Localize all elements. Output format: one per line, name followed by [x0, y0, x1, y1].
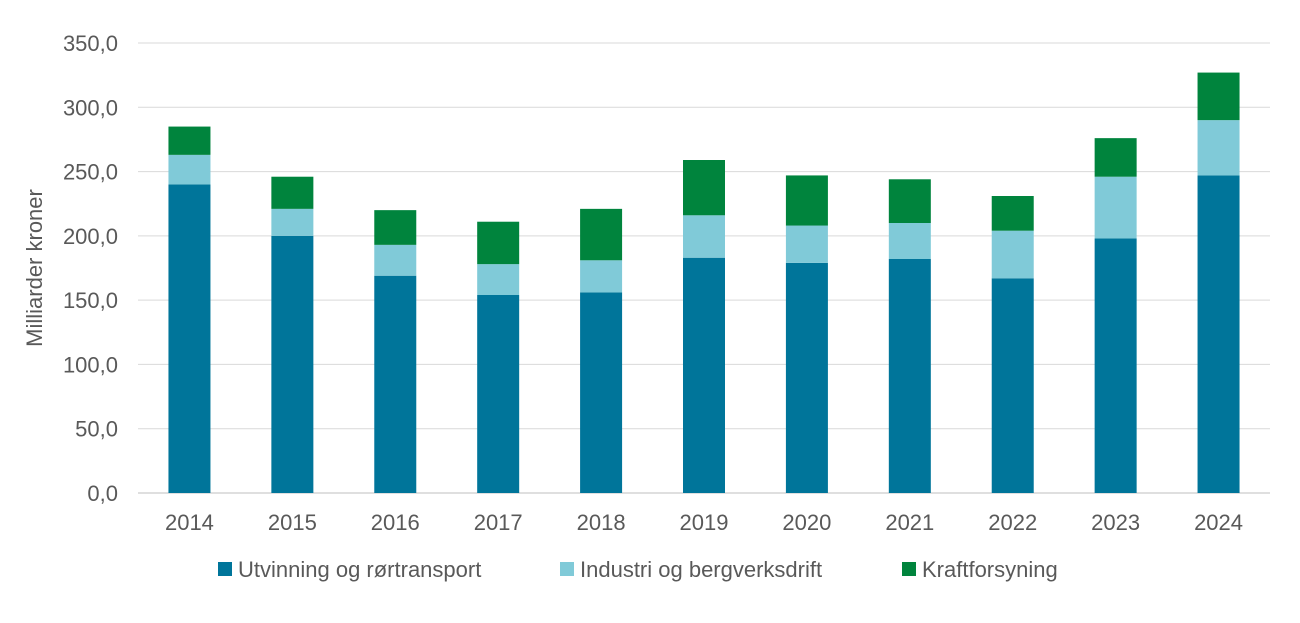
y-axis-tick-labels: 0,0 50,0 100,0 150,0 200,0 250,0 300,0 350,0	[63, 31, 118, 506]
bar-segment-3-2020	[785, 175, 828, 226]
x-tick-label: 2022	[988, 510, 1037, 535]
bar-segment-2-2020	[785, 225, 828, 263]
bar-segment-2-2017	[477, 264, 520, 295]
bar-segment-3-2024	[1197, 72, 1240, 121]
legend-swatch	[902, 562, 916, 576]
bar-segment-1-2024	[1197, 175, 1240, 493]
x-tick-label: 2024	[1194, 510, 1243, 535]
bar-segment-2-2023	[1094, 176, 1137, 239]
bar-segment-3-2014	[168, 126, 211, 155]
bar-segment-1-2015	[271, 235, 314, 493]
legend-label: Utvinning og rørtransport	[238, 557, 481, 582]
bar-segment-1-2021	[888, 259, 931, 493]
bar-segment-2-2015	[271, 208, 314, 236]
x-tick-label: 2015	[268, 510, 317, 535]
legend-swatch	[560, 562, 574, 576]
bar-segment-2-2014	[168, 154, 211, 185]
y-tick-label: 0,0	[87, 481, 118, 506]
x-axis-tick-labels: 2014 2015 2016 2017 2018 2019 2020 2021 2022 2023…	[165, 510, 1243, 535]
bar-segment-2-2024	[1197, 120, 1240, 176]
legend-label: Kraftforsyning	[922, 557, 1058, 582]
bar-segment-1-2022	[991, 278, 1034, 493]
bar-segment-3-2015	[271, 176, 314, 209]
y-tick-label: 300,0	[63, 95, 118, 120]
bar-segment-1-2020	[785, 262, 828, 493]
y-tick-label: 350,0	[63, 31, 118, 56]
bar-segment-1-2016	[374, 275, 417, 493]
x-tick-label: 2014	[165, 510, 214, 535]
bar-segment-1-2017	[477, 295, 520, 493]
x-tick-label: 2017	[474, 510, 523, 535]
bar-segment-3-2019	[683, 160, 725, 216]
x-tick-label: 2018	[577, 510, 626, 535]
bar-segment-3-2018	[580, 208, 623, 261]
y-tick-label: 100,0	[63, 352, 118, 377]
y-tick-label: 150,0	[63, 288, 118, 313]
y-tick-label: 200,0	[63, 224, 118, 249]
x-tick-label: 2016	[371, 510, 420, 535]
y-axis-title: Milliarder kroner	[22, 189, 47, 347]
bar-segment-3-2016	[374, 210, 417, 245]
legend-swatch	[218, 562, 232, 576]
bar-segment-3-2021	[888, 179, 931, 223]
bar-segment-2-2016	[374, 244, 417, 276]
bar-segment-3-2023	[1094, 138, 1137, 177]
bar-segment-3-2017	[477, 221, 520, 265]
bar-segment-2-2021	[888, 223, 931, 259]
legend: Utvinning og rørtransport Industri og ber…	[218, 557, 1058, 582]
y-tick-label: 50,0	[75, 417, 118, 442]
bar-segment-1-2014	[168, 184, 211, 493]
bar-segment-1-2018	[580, 292, 623, 493]
bar-segment-2-2018	[580, 260, 623, 293]
x-tick-label: 2019	[680, 510, 729, 535]
x-tick-label: 2020	[782, 510, 831, 535]
legend-label: Industri og bergverksdrift	[580, 557, 822, 582]
bar-segment-2-2022	[991, 230, 1034, 279]
x-tick-label: 2023	[1091, 510, 1140, 535]
bar-segment-1-2023	[1094, 238, 1137, 493]
bar-segment-3-2022	[991, 196, 1034, 231]
bars	[168, 72, 1240, 493]
bar-segment-2-2019	[683, 215, 725, 258]
bar-segment-1-2019	[683, 257, 725, 493]
y-tick-label: 250,0	[63, 160, 118, 185]
x-tick-label: 2021	[885, 510, 934, 535]
